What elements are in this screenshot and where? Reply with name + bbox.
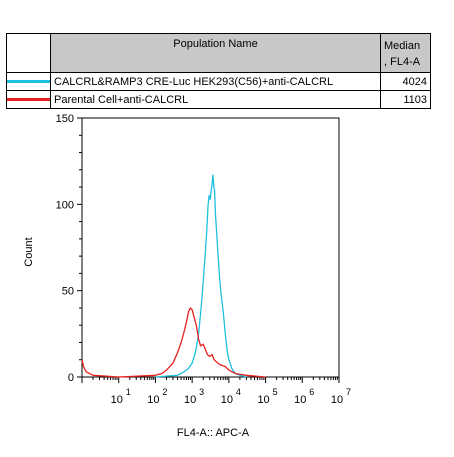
y-tick-label: 50 xyxy=(62,286,74,298)
legend-swatch-red xyxy=(7,98,50,101)
legend-row: Parental Cell+anti-CALCRL 1103 xyxy=(6,90,431,109)
plot-frame xyxy=(81,117,340,378)
x-tick-exponent: 4 xyxy=(236,387,241,397)
x-tick-label: 10 xyxy=(331,394,343,406)
legend-swatch-cyan xyxy=(7,80,50,83)
series-layer xyxy=(81,174,266,378)
x-tick-label: 10 xyxy=(257,394,269,406)
x-tick-label: 10 xyxy=(221,394,233,406)
y-axis: 0 50 100 150 xyxy=(56,113,82,384)
x-axis-label: FL4-A:: APC-A xyxy=(177,427,250,439)
x-tick-label: 10 xyxy=(184,394,196,406)
legend-swatch-header-cell xyxy=(6,33,51,73)
legend-row-value: 1103 xyxy=(380,90,431,109)
x-tick-exponent: 3 xyxy=(199,387,204,397)
legend-header-stat-text: Median , FL4-A xyxy=(384,40,421,68)
y-axis-label: Count xyxy=(23,237,35,266)
x-tick-exponent: 5 xyxy=(273,387,278,397)
legend-header-row: Population Name Median , FL4-A xyxy=(6,33,431,73)
histogram-series-line xyxy=(155,174,247,378)
legend-header-name: Population Name xyxy=(50,33,381,73)
plot-border xyxy=(81,117,340,378)
x-tick-exponent: 1 xyxy=(126,387,131,397)
legend-header-stat: Median , FL4-A xyxy=(380,33,431,73)
x-tick-label: 10 xyxy=(147,394,159,406)
x-tick-exponent: 7 xyxy=(346,387,351,397)
x-tick-label: 10 xyxy=(294,394,306,406)
legend-row-name: Parental Cell+anti-CALCRL xyxy=(50,90,381,109)
legend-row: CALCRL&RAMP3 CRE-Luc HEK293(C56)+anti-CA… xyxy=(6,72,431,91)
y-tick-label: 0 xyxy=(68,372,74,384)
x-tick-exponent: 2 xyxy=(162,387,167,397)
legend-table: Population Name Median , FL4-A CALCRL&RA… xyxy=(6,33,431,109)
legend-row-name: CALCRL&RAMP3 CRE-Luc HEK293(C56)+anti-CA… xyxy=(50,72,381,91)
y-tick-label: 150 xyxy=(56,113,74,125)
x-tick-exponent: 6 xyxy=(309,387,314,397)
histogram-series-line xyxy=(81,307,266,378)
x-tick-label: 10 xyxy=(111,394,123,406)
y-tick-label: 100 xyxy=(56,199,74,211)
